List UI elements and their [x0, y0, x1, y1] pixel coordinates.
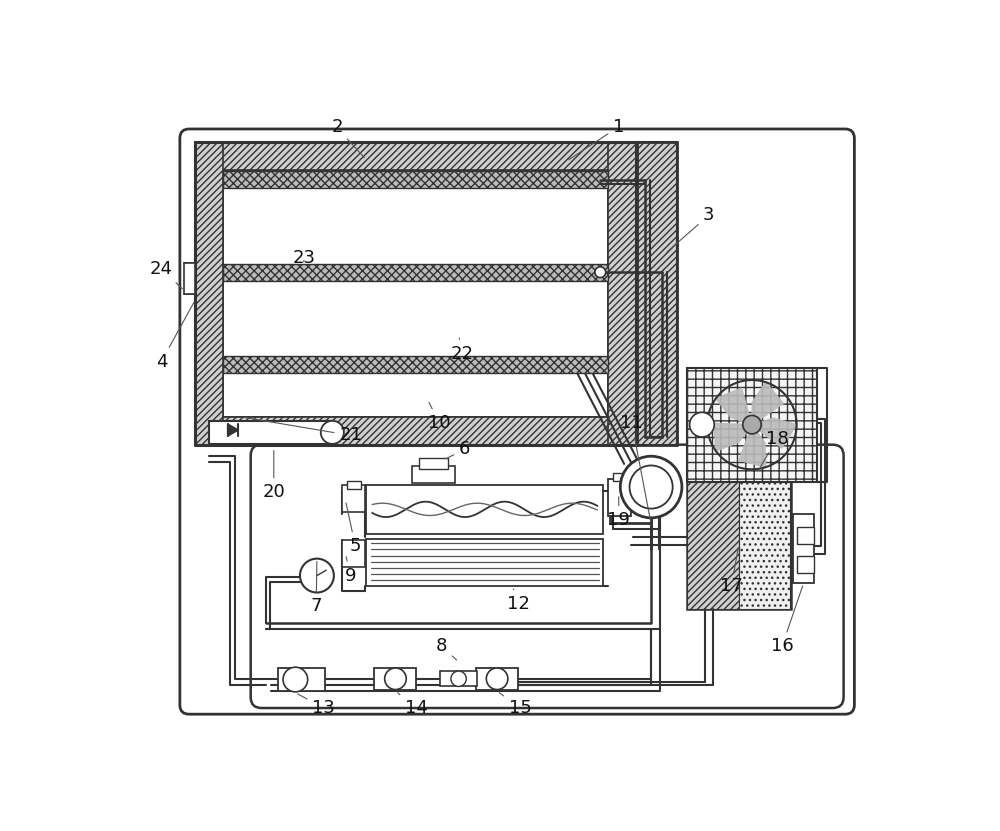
- Bar: [342, 540, 365, 567]
- Text: 3: 3: [667, 206, 715, 252]
- Text: 8: 8: [436, 637, 457, 660]
- Bar: [608, 142, 636, 445]
- Bar: [223, 356, 608, 373]
- Bar: [419, 458, 448, 469]
- Text: 17: 17: [720, 548, 743, 595]
- Bar: [687, 480, 791, 609]
- Text: 9: 9: [345, 557, 357, 584]
- Polygon shape: [714, 423, 752, 451]
- Circle shape: [595, 267, 606, 278]
- Circle shape: [690, 412, 714, 437]
- Bar: [342, 484, 365, 512]
- Bar: [184, 263, 195, 294]
- Polygon shape: [739, 425, 766, 467]
- Polygon shape: [238, 424, 249, 436]
- Bar: [687, 367, 817, 482]
- Text: 20: 20: [262, 450, 285, 501]
- Bar: [412, 466, 455, 483]
- Circle shape: [300, 558, 334, 593]
- Circle shape: [743, 416, 761, 434]
- Text: 5: 5: [346, 503, 361, 555]
- Bar: [608, 479, 631, 515]
- Circle shape: [630, 465, 673, 509]
- Text: 23: 23: [293, 248, 316, 267]
- Polygon shape: [228, 424, 238, 436]
- Circle shape: [620, 456, 682, 518]
- Text: 2: 2: [331, 119, 364, 158]
- Bar: [637, 142, 677, 445]
- Bar: [195, 417, 636, 445]
- Bar: [797, 556, 814, 573]
- Bar: [374, 668, 416, 690]
- Circle shape: [385, 668, 406, 690]
- Bar: [209, 420, 332, 444]
- Circle shape: [451, 671, 466, 686]
- Text: 21: 21: [244, 417, 362, 445]
- Text: 12: 12: [507, 589, 530, 613]
- Bar: [793, 514, 814, 583]
- Bar: [278, 668, 325, 691]
- Text: 14: 14: [398, 693, 428, 717]
- Polygon shape: [752, 382, 783, 425]
- Bar: [476, 668, 518, 690]
- Text: 24: 24: [150, 260, 182, 289]
- Bar: [739, 481, 790, 608]
- Polygon shape: [752, 418, 797, 448]
- Text: 16: 16: [771, 586, 803, 656]
- Bar: [347, 481, 361, 489]
- Text: 18: 18: [760, 430, 789, 467]
- Text: 15: 15: [499, 693, 532, 717]
- Text: 19: 19: [607, 497, 630, 529]
- Bar: [797, 527, 814, 544]
- Bar: [440, 671, 477, 686]
- Text: 11: 11: [620, 414, 651, 521]
- Circle shape: [486, 668, 508, 690]
- Text: 1: 1: [569, 118, 624, 160]
- Bar: [366, 484, 603, 534]
- Bar: [223, 263, 608, 281]
- Bar: [223, 170, 608, 417]
- Text: 4: 4: [156, 302, 194, 371]
- Bar: [195, 142, 223, 445]
- Circle shape: [321, 420, 344, 444]
- Text: 6: 6: [446, 440, 470, 459]
- Circle shape: [283, 667, 308, 692]
- Bar: [366, 538, 603, 587]
- FancyBboxPatch shape: [251, 445, 844, 708]
- Bar: [613, 473, 626, 481]
- Polygon shape: [716, 388, 752, 425]
- Bar: [195, 142, 636, 170]
- Bar: [687, 481, 739, 608]
- Text: 7: 7: [310, 562, 322, 616]
- Text: 22: 22: [451, 338, 474, 363]
- Text: 10: 10: [428, 402, 451, 432]
- FancyBboxPatch shape: [180, 129, 854, 714]
- Text: 13: 13: [298, 694, 335, 717]
- Bar: [223, 171, 608, 189]
